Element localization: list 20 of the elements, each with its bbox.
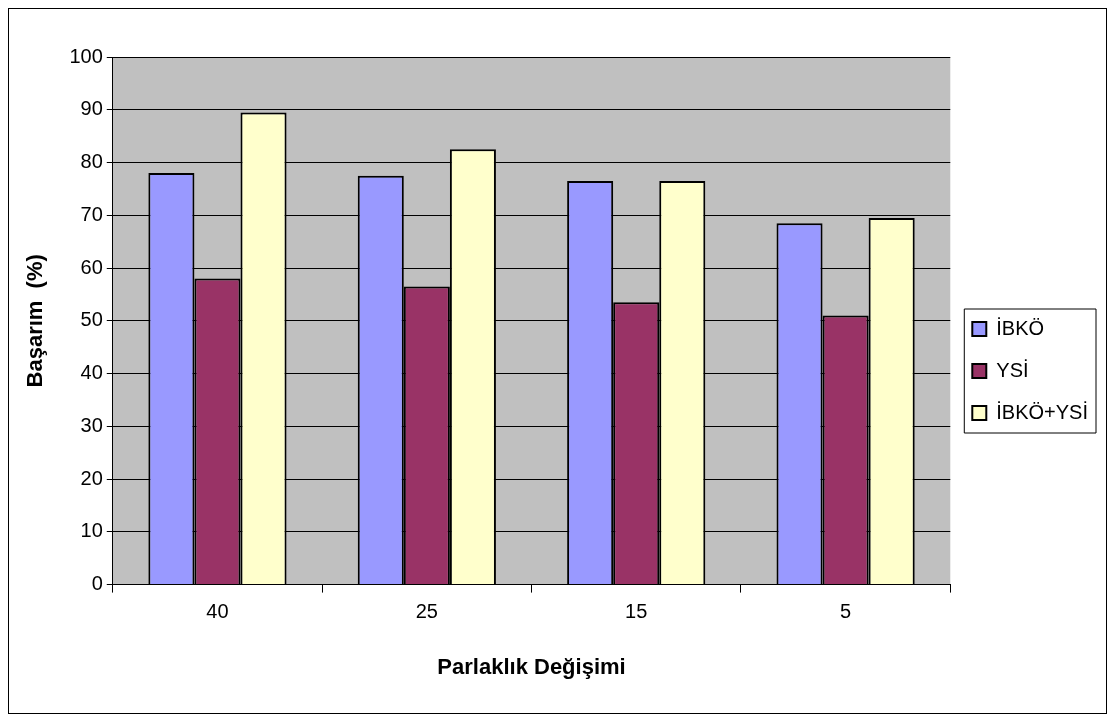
x-tick-label: 5	[840, 600, 852, 623]
y-tick-label: 90	[80, 97, 103, 120]
y-tick-label: 30	[80, 413, 103, 436]
x-tick-label: 40	[206, 600, 229, 623]
y-tick-label: 10	[80, 519, 103, 542]
x-axis-title: Parlaklık Değişimi	[437, 653, 626, 679]
legend-label: İBKÖ	[996, 316, 1045, 339]
y-tick-label: 70	[80, 202, 103, 225]
x-tick-label: 25	[415, 600, 438, 623]
y-tick-label: 100	[69, 44, 103, 67]
y-tick-label: 40	[80, 361, 103, 384]
y-axis-title: Başarım (%)	[22, 254, 48, 388]
x-tick-label: 15	[625, 600, 648, 623]
y-tick-label: 60	[80, 255, 103, 278]
y-tick-label: 50	[80, 308, 103, 331]
y-tick-label: 80	[80, 150, 103, 173]
legend-label: YSİ	[996, 358, 1029, 381]
y-tick-label: 20	[80, 466, 103, 489]
y-tick-label: 0	[91, 572, 103, 595]
legend-label: İBKÖ+YSİ	[996, 400, 1089, 423]
